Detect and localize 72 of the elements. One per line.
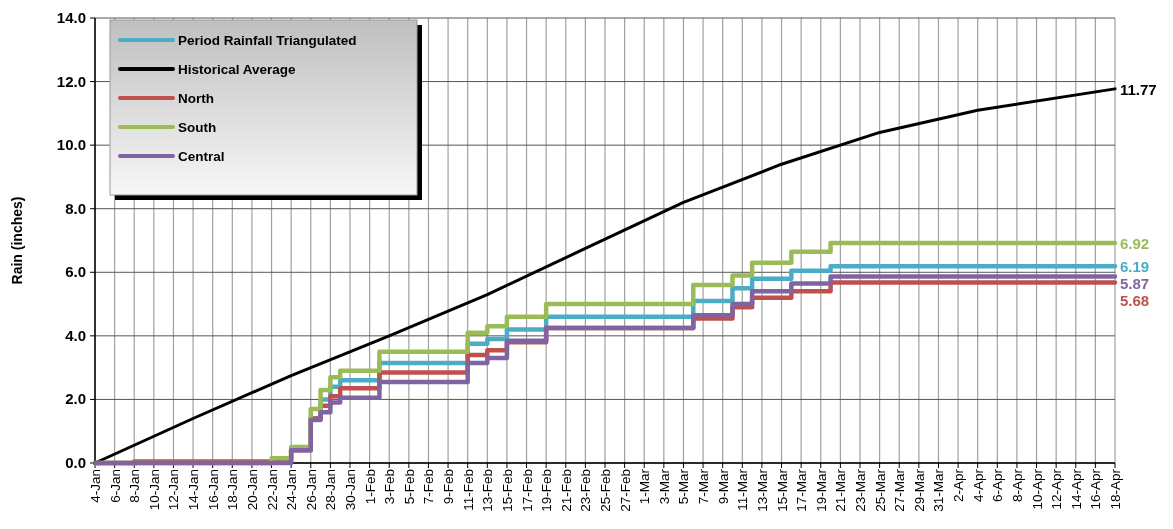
x-tick-label: 4-Jan — [88, 469, 103, 503]
x-tick-label: 15-Mar — [774, 468, 790, 512]
x-tick-label: 17-Mar — [794, 468, 810, 512]
x-tick-label: 8-Apr — [1009, 468, 1025, 503]
x-tick-label: 21-Feb — [558, 469, 574, 512]
x-tick-label: 19-Mar — [813, 468, 829, 512]
x-tick-label: 31-Mar — [931, 468, 947, 512]
x-tick-label: 11-Feb — [460, 469, 476, 511]
legend-label: Period Rainfall Triangulated — [178, 33, 357, 48]
legend-label: Central — [178, 149, 225, 164]
x-tick-label: 23-Mar — [853, 468, 868, 512]
legend-label: South — [178, 120, 217, 135]
x-tick-label: 21-Mar — [833, 468, 849, 512]
x-tick-label: 14-Jan — [186, 469, 202, 511]
y-tick-label: 0.0 — [65, 454, 86, 471]
x-tick-label: 9-Mar — [715, 468, 731, 505]
x-tick-label: 29-Mar — [911, 468, 927, 512]
y-tick-label: 8.0 — [65, 199, 86, 217]
legend-label: North — [178, 91, 214, 106]
y-axis-title: Rain (inches) — [9, 196, 25, 285]
y-tick-label: 4.0 — [65, 326, 86, 344]
legend-label: Historical Average — [178, 62, 297, 77]
x-tick-label: 28-Jan — [323, 469, 339, 511]
y-tick-label: 10.0 — [56, 136, 86, 154]
x-tick-label: 6-Apr — [990, 468, 1006, 503]
x-tick-label: 19-Feb — [539, 469, 555, 512]
x-tick-label: 18-Jan — [225, 469, 241, 511]
x-tick-label: 25-Feb — [598, 469, 613, 512]
x-tick-label: 16-Jan — [205, 469, 221, 511]
x-tick-label: 23-Feb — [578, 469, 594, 512]
x-tick-label: 27-Mar — [892, 468, 908, 512]
x-tick-label: 24-Jan — [284, 469, 300, 511]
x-tick-label: 14-Apr — [1068, 468, 1084, 510]
y-tick-label: 12.0 — [56, 72, 86, 90]
x-tick-label: 20-Jan — [244, 469, 260, 511]
x-tick-label: 13-Feb — [480, 469, 496, 512]
y-tick-label: 2.0 — [65, 390, 86, 408]
x-tick-label: 8-Jan — [127, 469, 143, 503]
x-tick-label: 6-Jan — [107, 469, 123, 503]
x-tick-label: 7-Mar — [696, 468, 712, 505]
x-tick-label: 2-Apr — [951, 468, 967, 503]
x-tick-label: 10-Apr — [1029, 468, 1045, 510]
x-tick-label: 1-Feb — [362, 469, 378, 505]
x-tick-label: 5-Mar — [676, 468, 692, 505]
x-tick-label: 26-Jan — [303, 469, 319, 511]
x-tick-label: 30-Jan — [343, 469, 358, 511]
y-tick-label: 6.0 — [65, 263, 86, 281]
x-tick-label: 5-Feb — [401, 469, 417, 505]
x-tick-label: 27-Feb — [617, 469, 633, 512]
x-tick-label: 17-Feb — [519, 469, 535, 512]
data-label: 5.68 — [1120, 292, 1150, 310]
x-tick-label: 25-Mar — [872, 468, 888, 512]
x-tick-label: 4-Apr — [970, 468, 986, 503]
x-tick-label: 11-Mar — [735, 468, 751, 511]
data-label: 5.87 — [1120, 275, 1150, 293]
x-tick-label: 18-Apr — [1108, 468, 1123, 510]
x-tick-label: 3-Mar — [656, 468, 672, 505]
x-tick-label: 15-Feb — [499, 469, 515, 512]
x-tick-label: 16-Apr — [1088, 468, 1104, 510]
x-tick-label: 10-Jan — [146, 469, 162, 511]
x-tick-label: 1-Mar — [637, 468, 653, 505]
x-tick-label: 7-Feb — [421, 469, 437, 505]
x-tick-label: 13-Mar — [754, 468, 770, 512]
data-label: 11.77 — [1120, 80, 1157, 98]
x-tick-label: 12-Jan — [166, 469, 182, 511]
x-tick-label: 3-Feb — [382, 469, 398, 505]
data-label: 6.92 — [1120, 235, 1150, 253]
x-tick-label: 9-Feb — [441, 469, 457, 505]
x-tick-label: 12-Apr — [1049, 468, 1065, 510]
x-tick-label: 22-Jan — [264, 469, 280, 511]
y-tick-label: 14.0 — [56, 9, 86, 26]
data-label: 6.19 — [1120, 258, 1150, 276]
